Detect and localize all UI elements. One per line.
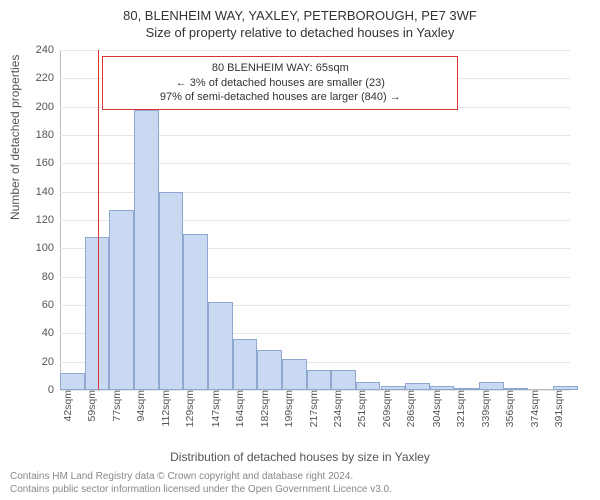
y-tick-label: 100 (36, 242, 60, 254)
y-tick-label: 20 (42, 356, 60, 368)
y-tick-label: 80 (42, 271, 60, 283)
x-tick-label: 164sqm (230, 390, 246, 427)
annotation-line: 80 BLENHEIM WAY: 65sqm (111, 61, 449, 76)
histogram-bar (553, 386, 578, 390)
y-tick-label: 160 (36, 157, 60, 169)
x-tick-label: 339sqm (476, 390, 492, 427)
x-tick-label: 251sqm (352, 390, 368, 427)
histogram-bar (183, 234, 208, 390)
chart-container: 80, BLENHEIM WAY, YAXLEY, PETERBOROUGH, … (0, 0, 600, 500)
x-tick-label: 391sqm (549, 390, 565, 427)
histogram-bar (307, 370, 332, 390)
y-axis-label: Number of detached properties (8, 55, 22, 220)
x-tick-label: 42sqm (58, 390, 74, 422)
x-tick-label: 147sqm (206, 390, 222, 427)
attribution-line2: Contains public sector information licen… (10, 483, 392, 496)
plot-area: 02040608010012014016018020022024042sqm59… (60, 50, 570, 390)
y-tick-label: 140 (36, 186, 60, 198)
y-tick-label: 120 (36, 214, 60, 226)
histogram-bar (233, 339, 258, 390)
x-tick-label: 356sqm (500, 390, 516, 427)
x-tick-label: 374sqm (525, 390, 541, 427)
histogram-bar (85, 237, 110, 390)
gridline (60, 50, 570, 51)
title-block: 80, BLENHEIM WAY, YAXLEY, PETERBOROUGH, … (0, 0, 600, 40)
histogram-bar (454, 388, 479, 390)
x-tick-label: 304sqm (427, 390, 443, 427)
histogram-bar (134, 110, 159, 391)
histogram-bar (356, 382, 381, 391)
histogram-bar (257, 350, 282, 390)
chart-title-address: 80, BLENHEIM WAY, YAXLEY, PETERBOROUGH, … (0, 8, 600, 23)
x-tick-label: 269sqm (377, 390, 393, 427)
x-tick-label: 286sqm (401, 390, 417, 427)
x-tick-label: 217sqm (304, 390, 320, 427)
x-tick-label: 321sqm (451, 390, 467, 427)
histogram-bar (282, 359, 307, 390)
x-tick-label: 112sqm (156, 390, 172, 427)
x-tick-label: 59sqm (82, 390, 98, 422)
attribution-line1: Contains HM Land Registry data © Crown c… (10, 470, 392, 483)
x-tick-label: 182sqm (255, 390, 271, 427)
histogram-bar (60, 373, 85, 390)
histogram-bar (430, 386, 455, 390)
y-tick-label: 180 (36, 129, 60, 141)
y-tick-label: 40 (42, 327, 60, 339)
histogram-bar (159, 192, 184, 390)
annotation-box: 80 BLENHEIM WAY: 65sqm← 3% of detached h… (102, 56, 458, 111)
marker-line (98, 50, 99, 390)
y-tick-label: 200 (36, 101, 60, 113)
chart-subtitle: Size of property relative to detached ho… (0, 25, 600, 40)
x-tick-label: 94sqm (131, 390, 147, 422)
x-tick-label: 234sqm (328, 390, 344, 427)
histogram-bar (479, 382, 504, 391)
x-tick-label: 129sqm (180, 390, 196, 427)
histogram-bar (381, 386, 406, 390)
x-axis-label: Distribution of detached houses by size … (0, 450, 600, 464)
histogram-bar (331, 370, 356, 390)
annotation-line: ← 3% of detached houses are smaller (23) (111, 76, 449, 91)
histogram-bar (109, 210, 134, 390)
annotation-line: 97% of semi-detached houses are larger (… (111, 90, 449, 105)
attribution: Contains HM Land Registry data © Crown c… (10, 470, 392, 496)
y-tick-label: 240 (36, 44, 60, 56)
histogram-bar (208, 302, 233, 390)
y-tick-label: 220 (36, 72, 60, 84)
x-tick-label: 77sqm (107, 390, 123, 422)
y-tick-label: 60 (42, 299, 60, 311)
histogram-bar (504, 388, 529, 390)
histogram-bar (405, 383, 430, 390)
x-tick-label: 199sqm (279, 390, 295, 427)
